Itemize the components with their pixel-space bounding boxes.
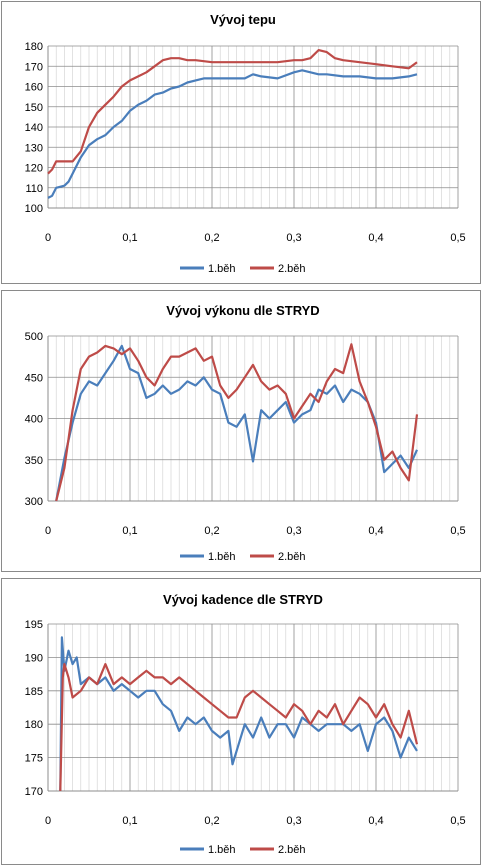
series-line-2 bbox=[55, 343, 419, 502]
y-tick-label: 140 bbox=[25, 122, 43, 134]
chart-panel-heart-rate: Vývoj tepu 100 110 120 130 140 150 160 170 180 0 0,… bbox=[1, 1, 481, 284]
y-tick-label: 170 bbox=[25, 61, 43, 73]
y-tick-label: 110 bbox=[25, 183, 43, 195]
y-tick-label: 450 bbox=[25, 372, 43, 384]
y-tick-label: 160 bbox=[25, 82, 43, 94]
x-tick-label: 0,5 bbox=[450, 815, 465, 827]
x-tick-label: 0,5 bbox=[450, 232, 465, 244]
chart-title: Vývoj výkonu dle STRYD bbox=[166, 303, 319, 318]
x-tick-label: 0,4 bbox=[368, 815, 383, 827]
x-tick-label: 0,3 bbox=[286, 525, 301, 537]
x-tick-label: 0,5 bbox=[450, 525, 465, 537]
x-tick-label: 0 bbox=[45, 525, 51, 537]
series-line-1 bbox=[47, 69, 418, 199]
x-tick-label: 0 bbox=[45, 815, 51, 827]
grid bbox=[48, 623, 459, 791]
y-tick-label: 180 bbox=[25, 41, 43, 53]
x-tick-label: 0,3 bbox=[286, 232, 301, 244]
x-tick-label: 0,2 bbox=[204, 232, 219, 244]
legend-label: 1.běh bbox=[208, 844, 236, 856]
grid bbox=[48, 45, 459, 208]
y-tick-label: 175 bbox=[25, 753, 43, 765]
legend-label: 1.běh bbox=[208, 551, 236, 563]
x-tick-label: 0,4 bbox=[368, 232, 383, 244]
chart-title: Vývoj kadence dle STRYD bbox=[163, 592, 323, 607]
y-tick-label: 500 bbox=[25, 331, 43, 343]
y-tick-label: 100 bbox=[25, 203, 43, 215]
legend-label: 1.běh bbox=[208, 263, 236, 275]
series-line-2 bbox=[59, 662, 419, 792]
x-tick-label: 0,1 bbox=[122, 525, 137, 537]
x-tick-label: 0,4 bbox=[368, 525, 383, 537]
y-tick-label: 150 bbox=[25, 102, 43, 114]
y-tick-label: 185 bbox=[25, 686, 43, 698]
legend-label: 2.běh bbox=[278, 263, 306, 275]
chart-heart-rate: Vývoj tepu 100 110 120 130 140 150 160 170 180 0 0,… bbox=[25, 12, 466, 275]
chart-power: Vývoj výkonu dle STRYD 300 350 400 450 500 0 0,… bbox=[25, 303, 466, 563]
chart-cadence: Vývoj kadence dle STRYD 170 175 180 185 190 19… bbox=[25, 592, 466, 856]
y-tick-label: 300 bbox=[25, 496, 43, 508]
y-tick-label: 180 bbox=[25, 719, 43, 731]
y-tick-label: 195 bbox=[25, 619, 43, 631]
y-tick-label: 120 bbox=[25, 163, 43, 175]
x-tick-label: 0,2 bbox=[204, 525, 219, 537]
x-tick-label: 0,1 bbox=[122, 232, 137, 244]
chart-title: Vývoj tepu bbox=[210, 12, 276, 27]
y-tick-label: 350 bbox=[25, 455, 43, 467]
x-tick-label: 0,2 bbox=[204, 815, 219, 827]
y-tick-label: 190 bbox=[25, 652, 43, 664]
grid bbox=[48, 335, 459, 501]
series-line-1 bbox=[55, 344, 419, 502]
x-tick-label: 0,3 bbox=[286, 815, 301, 827]
y-tick-label: 400 bbox=[25, 414, 43, 426]
legend-label: 2.běh bbox=[278, 551, 306, 563]
x-tick-label: 0,1 bbox=[122, 815, 137, 827]
legend-label: 2.běh bbox=[278, 844, 306, 856]
chart-panel-power: Vývoj výkonu dle STRYD 300 350 400 450 500 0 0,… bbox=[1, 290, 481, 572]
chart-panel-cadence: Vývoj kadence dle STRYD 170 175 180 185 190 19… bbox=[1, 578, 481, 865]
y-tick-label: 130 bbox=[25, 142, 43, 154]
x-tick-label: 0 bbox=[45, 232, 51, 244]
y-tick-label: 170 bbox=[25, 786, 43, 798]
series-line-2 bbox=[47, 48, 418, 175]
